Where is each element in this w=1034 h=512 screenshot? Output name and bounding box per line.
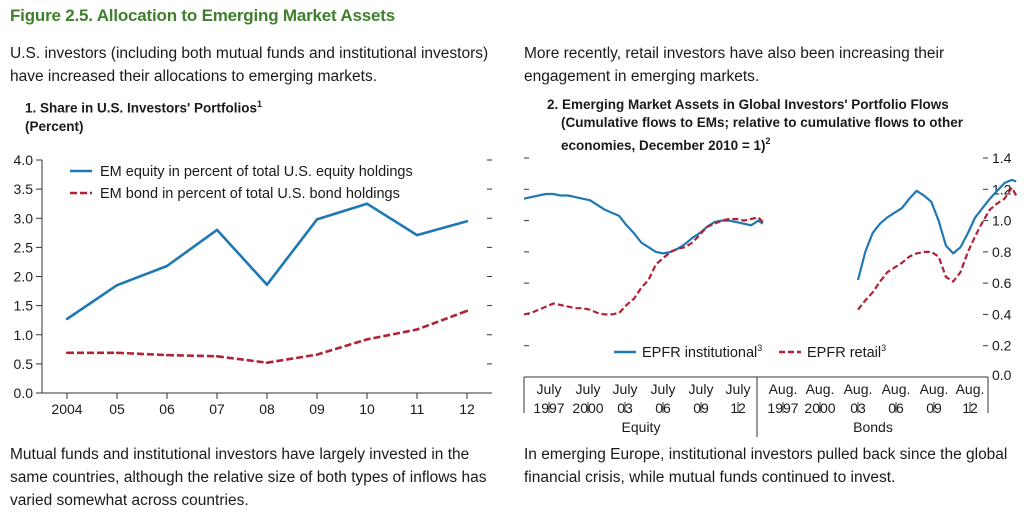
panel1-title: 1. Share in U.S. Investors' Portfolios1 … [25, 95, 445, 136]
y-tick-label: 0.6 [992, 275, 1012, 291]
y-tick-label: 2.5 [14, 239, 34, 255]
left-bottom-paragraph: Mutual funds and institutional investors… [10, 446, 487, 509]
y-tick-label: 0.0 [14, 385, 34, 401]
data-point [165, 264, 169, 268]
x-tick-label-month: July [613, 381, 638, 397]
y-tick-label: 0.2 [992, 338, 1012, 354]
series-line-institutional-bonds [856, 178, 1017, 281]
series-line-retail-bonds [857, 186, 1018, 311]
data-point [315, 218, 319, 221]
series-line-institutional-equity [523, 192, 764, 255]
x-tick-label-year: 12 [962, 400, 978, 416]
x-tick-label-month: July [726, 381, 751, 397]
y-tick-label: 2.0 [14, 269, 34, 285]
legend-label-text: EPFR institutional [642, 345, 757, 361]
x-tick-label-year: 1997 [533, 400, 564, 416]
panel2-title-line1: 2. Emerging Market Assets in Global Inve… [547, 97, 949, 112]
data-point [115, 351, 119, 355]
legend-label: EPFR retail3 [807, 343, 886, 361]
y-tick-label: 4.0 [14, 152, 34, 168]
y-tick-label: 1.0 [992, 213, 1012, 229]
panel2-title-line2: (Cumulative flows to EMs; relative to cu… [561, 115, 964, 130]
x-tick-label-month: July [537, 381, 562, 397]
x-tick-label-month: Aug. [844, 381, 873, 397]
data-point [115, 284, 119, 287]
x-tick-label-year: 09 [926, 400, 942, 416]
x-tick-label-year: 06 [655, 400, 671, 416]
x-tick-label-year: 2000 [804, 400, 835, 416]
legend-label: EM bond in percent of total U.S. bond ho… [100, 186, 400, 202]
data-point [265, 361, 269, 364]
x-tick-label: 11 [410, 401, 425, 417]
x-tick-label-month: Aug. [956, 381, 985, 397]
data-point [415, 233, 419, 237]
y-tick-label: 3.0 [14, 210, 34, 226]
y-tick-label: 0.0 [992, 367, 1012, 383]
legend-label-footnote: 3 [881, 343, 886, 353]
x-tick-label-year: 03 [617, 400, 633, 416]
y-tick-label: 1.5 [14, 298, 34, 314]
data-point [415, 328, 419, 331]
group-label-equity: Equity [622, 419, 661, 435]
data-point [365, 338, 369, 341]
right-top-paragraph: More recently, retail investors have als… [524, 45, 945, 85]
x-tick-label: 08 [259, 401, 275, 417]
y-tick-label: 3.5 [14, 181, 34, 197]
right-bottom-paragraph: In emerging Europe, institutional invest… [524, 446, 1008, 486]
panel1-title-footnote: 1 [257, 99, 263, 109]
x-tick-label-year: 09 [693, 400, 709, 416]
x-tick-label-year: 2000 [572, 400, 603, 416]
x-tick-label-year: 03 [850, 400, 866, 416]
x-tick-label-month: July [651, 381, 676, 397]
x-tick-label: 06 [159, 401, 175, 417]
group-label-bonds: Bonds [853, 419, 893, 435]
panel1-subtitle: (Percent) [25, 118, 84, 134]
data-point [65, 317, 69, 321]
legend-label-footnote: 3 [757, 343, 762, 353]
left-top-paragraph: U.S. investors (including both mutual fu… [10, 45, 489, 85]
legend-label: EPFR institutional3 [642, 343, 762, 361]
x-tick-label: 07 [209, 401, 225, 417]
x-tick-label: 10 [359, 401, 375, 417]
x-tick-label: 05 [109, 401, 125, 417]
data-point [265, 283, 269, 286]
series-line-retail-equity [523, 216, 764, 316]
x-tick-label-year: 1997 [767, 400, 798, 416]
x-tick-label-month: Aug. [769, 381, 798, 397]
x-tick-label-month: Aug. [882, 381, 911, 397]
data-point [365, 202, 369, 205]
legend-label-text: EPFR retail [807, 345, 881, 361]
x-tick-label-month: July [576, 381, 601, 397]
x-tick-label-month: Aug. [806, 381, 835, 397]
data-point [465, 309, 469, 313]
x-tick-label-year: 06 [888, 400, 904, 416]
y-tick-label: 1.4 [992, 150, 1012, 166]
x-tick-label-month: July [689, 381, 714, 397]
y-tick-label: 1.2 [992, 181, 1012, 197]
y-tick-label: 1.0 [14, 327, 34, 343]
legend-label: EM equity in percent of total U.S. equit… [100, 164, 413, 180]
y-tick-label: 0.4 [992, 306, 1012, 322]
x-tick-label-year: 12 [730, 400, 746, 416]
data-point [65, 351, 69, 355]
data-point [315, 353, 319, 356]
data-point [215, 228, 219, 232]
x-tick-label: 12 [459, 401, 475, 417]
panel1-title-main: 1. Share in U.S. Investors' Portfolios [25, 100, 258, 116]
data-point [465, 219, 469, 223]
panel2-title-footnote: 2 [765, 136, 771, 146]
data-point [215, 355, 219, 358]
y-tick-label: 0.8 [992, 244, 1012, 260]
data-point [165, 353, 169, 357]
x-tick-label-month: Aug. [920, 381, 949, 397]
x-tick-label: 09 [309, 401, 325, 417]
panel2-title: 2. Emerging Market Assets in Global Inve… [547, 96, 1007, 155]
figure-title: Figure 2.5. Allocation to Emerging Marke… [10, 6, 395, 25]
x-tick-label: 2004 [51, 401, 82, 417]
panel2-title-line3: economies, December 2010 = 1) [561, 137, 766, 153]
y-tick-label: 0.5 [14, 356, 34, 372]
